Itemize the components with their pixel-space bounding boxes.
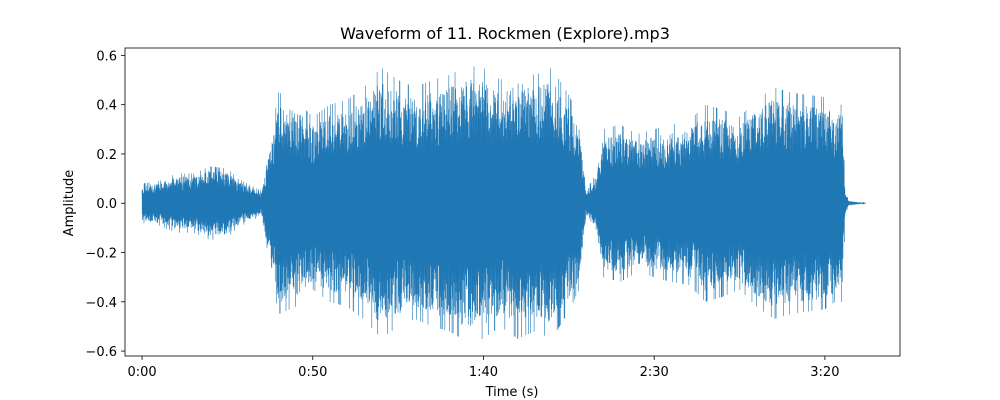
y-tick-label: 0.0 [96, 197, 117, 212]
x-axis: 0:00 0:50 1:40 2:30 3:20 [127, 356, 839, 380]
plot-frame [124, 47, 901, 357]
y-tick-label: 0.2 [96, 148, 117, 163]
x-tick-label: 1:40 [469, 365, 498, 380]
y-tick-label: −0.6 [85, 345, 117, 360]
x-tick-label: 2:30 [640, 365, 669, 380]
y-axis-label: Amplitude [62, 170, 77, 237]
x-tick-label: 3:20 [810, 365, 839, 380]
y-tick-label: 0.6 [96, 49, 117, 64]
y-tick-label: 0.4 [96, 99, 117, 114]
x-tick-label: 0:00 [127, 365, 156, 380]
chart-title: Waveform of 11. Rockmen (Explore).mp3 [340, 24, 670, 43]
y-axis: −0.6 −0.4 −0.2 0.0 0.2 0.4 0.6 [85, 49, 125, 360]
waveform-line [141, 66, 866, 339]
x-axis-label: Time (s) [485, 385, 539, 400]
y-tick-label: −0.4 [85, 296, 117, 311]
plot-area [141, 66, 866, 339]
y-tick-label: −0.2 [85, 247, 117, 262]
x-tick-label: 0:50 [298, 365, 327, 380]
